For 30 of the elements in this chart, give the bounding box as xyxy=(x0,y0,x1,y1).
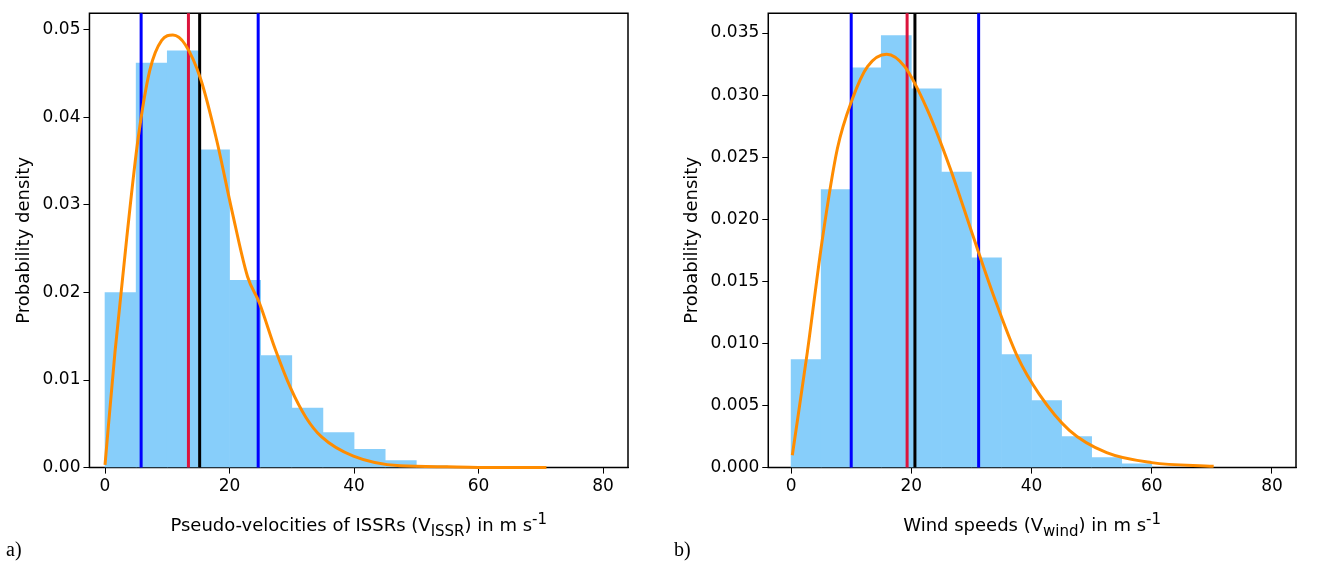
y-tick-label: 0.025 xyxy=(710,145,760,166)
y-tick-label: 0.000 xyxy=(710,456,760,477)
x-tick-label: 0 xyxy=(785,475,797,496)
x-tick-label: 40 xyxy=(1020,475,1043,496)
y-tick-label: 0.015 xyxy=(710,269,760,290)
x-tick-label: 80 xyxy=(592,475,614,496)
y-axis-title: Probability density xyxy=(680,156,702,324)
x-tick-label: 20 xyxy=(218,475,241,496)
x-tick-label: 60 xyxy=(467,475,490,496)
y-tick-label: 0.020 xyxy=(710,207,760,228)
y-tick-label: 0.030 xyxy=(710,83,760,104)
x-tick-label: 0 xyxy=(99,475,111,496)
y-tick-label: 0.03 xyxy=(42,193,81,214)
y-axis-title: Probability density xyxy=(12,156,34,324)
y-tick-label: 0.00 xyxy=(42,456,81,477)
y-tick-label: 0.02 xyxy=(42,280,81,301)
y-tick-label: 0.035 xyxy=(710,21,760,42)
y-tick-label: 0.05 xyxy=(42,18,81,39)
x-axis-title: Pseudo-velocities of ISSRs (V$_{ISSR}$) in m s$^{-1}$ xyxy=(170,510,548,540)
x-tick-label: 40 xyxy=(343,475,365,496)
x-tick-label: 60 xyxy=(1140,475,1163,496)
y-tick-label: 0.01 xyxy=(42,368,81,389)
y-tick-label: 0.005 xyxy=(710,393,760,414)
y-tick-label: 0.04 xyxy=(42,105,81,126)
y-tick-label: 0.010 xyxy=(710,331,760,352)
text: a) xyxy=(6,538,22,561)
x-tick-label: 80 xyxy=(1261,475,1283,496)
x-tick-label: 20 xyxy=(900,475,923,496)
text: b) xyxy=(674,538,691,561)
x-axis-title: Wind speeds (V$_{wind}$) in m s$^{-1}$ xyxy=(903,510,1161,540)
